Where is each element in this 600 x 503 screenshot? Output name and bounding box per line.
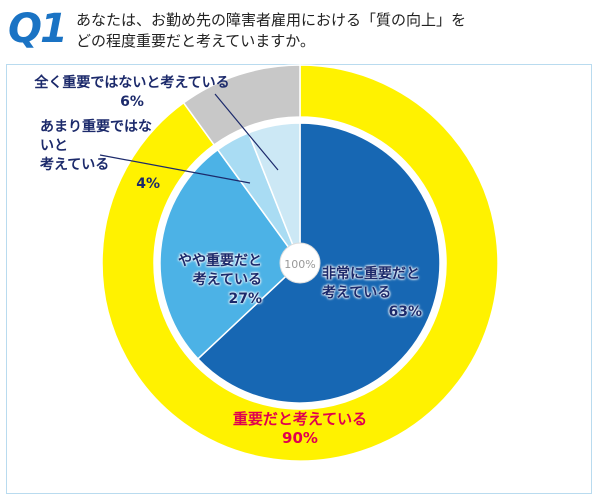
- question-text: あなたは、お勤め先の障害者雇用における「質の向上」を どの程度重要だと考えていま…: [76, 11, 467, 50]
- pie-slice: [247, 122, 301, 264]
- leader-line: [99, 154, 251, 184]
- pie-slice: [182, 64, 301, 146]
- slice-label: 全く重要ではないと考えている 6%: [34, 75, 230, 110]
- slice-label: 重要だと考えている 90%: [232, 410, 368, 447]
- slice-label: やや重要だと 考えている 27%: [178, 253, 262, 307]
- pie-slice: [159, 148, 301, 360]
- center-hole: [279, 242, 321, 284]
- slice-label: あまり重要ではないと 考えている 4%: [40, 119, 160, 192]
- pie-slice: [101, 64, 499, 462]
- question-badge: Q1: [8, 6, 68, 52]
- center-label: 100%: [284, 258, 315, 271]
- leader-line: [214, 93, 279, 171]
- slice-label: 非常に重要だと 考えている 63%: [322, 266, 422, 320]
